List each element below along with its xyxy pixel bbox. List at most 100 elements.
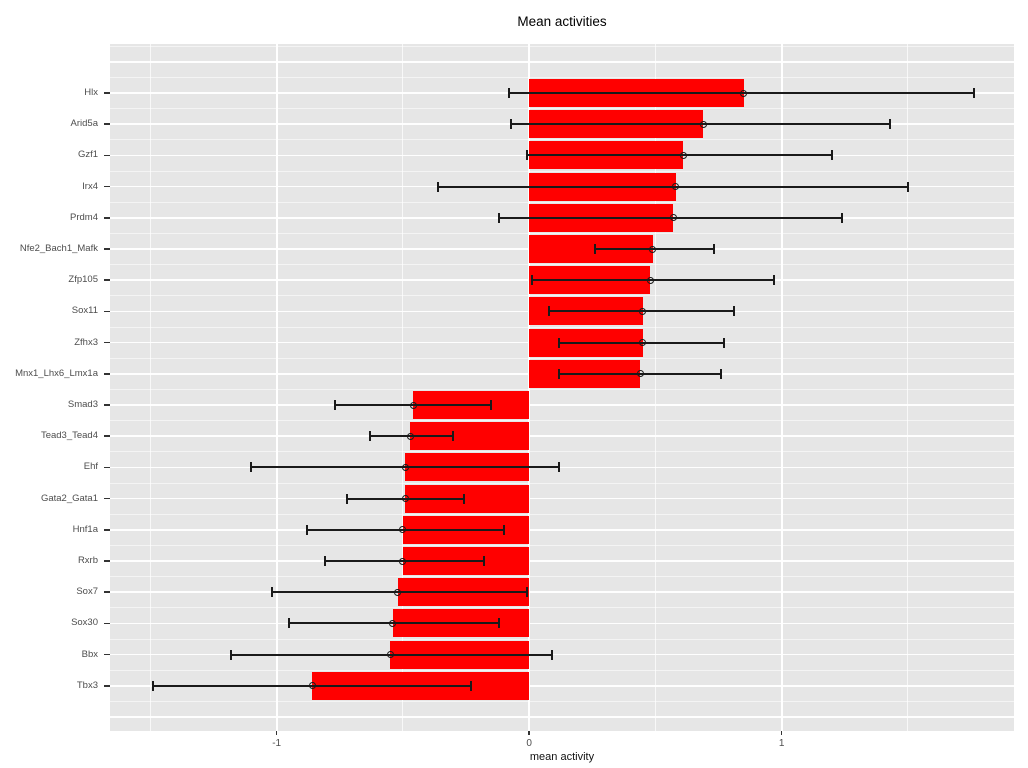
errorbar-cap (525, 150, 528, 161)
y-tick-mark (104, 529, 110, 531)
errorbar-cap (502, 524, 505, 535)
errorbar-cap (470, 680, 473, 691)
errorbar-cap (530, 275, 533, 286)
errorbar-cap (369, 431, 372, 442)
mean-point-Smad3 (409, 401, 417, 409)
y-tick-mark (104, 217, 110, 219)
y-tick-label-Tbx3: Tbx3 (76, 679, 98, 691)
mean-point-Arid5a (699, 120, 707, 128)
y-tick-label-Smad3: Smad3 (67, 399, 98, 410)
y-tick-mark (104, 373, 110, 375)
y-tick-mark (104, 653, 110, 656)
mean-point-Gzf1 (679, 151, 687, 159)
y-tick-label-Gzf1: Gzf1 (77, 149, 98, 161)
mean-point-Sox11 (639, 307, 647, 315)
x-tick-mark (275, 731, 278, 735)
minor-hgridline (110, 264, 1014, 266)
minor-hgridline (110, 576, 1014, 578)
minor-hgridline (110, 76, 1014, 78)
y-tick-label-Prdm4: Prdm4 (70, 211, 98, 223)
major-hgridline (110, 622, 1014, 625)
errorbar-cap (525, 587, 528, 598)
errorbar-cap (720, 368, 723, 379)
errorbar-cap (482, 556, 485, 566)
errorbar-cap (906, 181, 909, 192)
x-tick-mark (780, 731, 783, 735)
minor-hgridline (110, 607, 1014, 609)
y-tick-mark (104, 591, 110, 593)
errorbar-cap (510, 119, 513, 130)
y-tick-label-Ehf: Ehf (83, 461, 98, 473)
minor-hgridline (110, 544, 1014, 546)
major-vgridline (275, 44, 278, 731)
minor-hgridline (110, 170, 1014, 172)
x-tick-mark (528, 731, 530, 735)
minor-hgridline (110, 451, 1014, 453)
major-hgridline (110, 61, 1014, 63)
mean-point-Hlx (740, 89, 748, 97)
y-tick-mark (104, 341, 110, 344)
minor-hgridline (110, 326, 1014, 328)
errorbar-cap (462, 493, 465, 504)
plot-panel (110, 44, 1014, 731)
minor-hgridline (110, 669, 1014, 671)
y-tick-label-Sox7: Sox7 (76, 586, 98, 598)
major-hgridline (110, 497, 1014, 500)
errorbar-cap (288, 618, 291, 629)
errorbar-cap (593, 244, 596, 254)
errorbar-cap (548, 306, 551, 317)
minor-hgridline (110, 108, 1014, 110)
errorbar-cap (452, 431, 455, 442)
y-tick-mark (104, 123, 110, 125)
mean-point-Rxrb (399, 557, 407, 565)
errorbar-cap (732, 306, 735, 317)
errorbar-cap (270, 587, 273, 598)
errorbar-cap (230, 649, 233, 660)
mean-point-Hnf1a (399, 526, 407, 534)
errorbar-cap (250, 462, 253, 473)
y-tick-mark (104, 248, 110, 250)
mean-point-Nfe2_Bach1_Mafk (649, 245, 657, 253)
x-tick-label: -1 (272, 738, 282, 749)
y-tick-mark (104, 279, 110, 281)
errorbar-cap (773, 275, 776, 286)
mean-point-Mnx1_Lhx6_Lmx1a (636, 370, 644, 378)
y-tick-mark (104, 685, 110, 687)
minor-hgridline (110, 357, 1014, 359)
mean-point-Sox7 (394, 588, 402, 596)
errorbar-cap (558, 462, 561, 473)
y-tick-label-Bbx: Bbx (81, 648, 98, 660)
errorbar-cap (346, 493, 349, 504)
y-tick-label-Zfp105: Zfp105 (68, 274, 98, 286)
y-tick-mark (104, 92, 110, 94)
errorbar-cap (550, 649, 553, 660)
y-tick-mark (104, 560, 110, 562)
y-tick-mark (104, 497, 110, 500)
mean-point-Bbx (386, 651, 394, 659)
minor-hgridline (110, 201, 1014, 203)
errorbar-cap (497, 212, 500, 223)
major-hgridline (110, 529, 1014, 531)
y-tick-mark (104, 435, 110, 437)
minor-hgridline (110, 638, 1014, 640)
errorbar-cap (722, 337, 725, 348)
y-tick-label-Nfe2_Bach1_Mafk: Nfe2_Bach1_Mafk (19, 243, 98, 254)
chart-title: Mean activities (517, 14, 607, 29)
errorbar-cap (151, 680, 154, 691)
mean-point-Tead3_Tead4 (406, 432, 414, 440)
major-hgridline (110, 466, 1014, 469)
minor-vgridline (149, 44, 151, 731)
y-tick-label-Tead3_Tead4: Tead3_Tead4 (40, 430, 98, 442)
mean-point-Irx4 (672, 183, 680, 191)
y-tick-mark (104, 622, 110, 625)
mean-point-Zfp105 (646, 276, 654, 284)
errorbar-cap (323, 556, 326, 566)
y-tick-label-Arid5a: Arid5a (70, 118, 98, 130)
mean-point-Sox30 (389, 619, 397, 627)
y-tick-label-Mnx1_Lhx6_Lmx1a: Mnx1_Lhx6_Lmx1a (15, 367, 98, 379)
minor-hgridline (110, 295, 1014, 297)
minor-vgridline (402, 44, 404, 731)
mean-point-Ehf (401, 463, 409, 471)
x-tick-label: 0 (526, 738, 532, 749)
y-tick-label-Irx4: Irx4 (82, 180, 98, 192)
